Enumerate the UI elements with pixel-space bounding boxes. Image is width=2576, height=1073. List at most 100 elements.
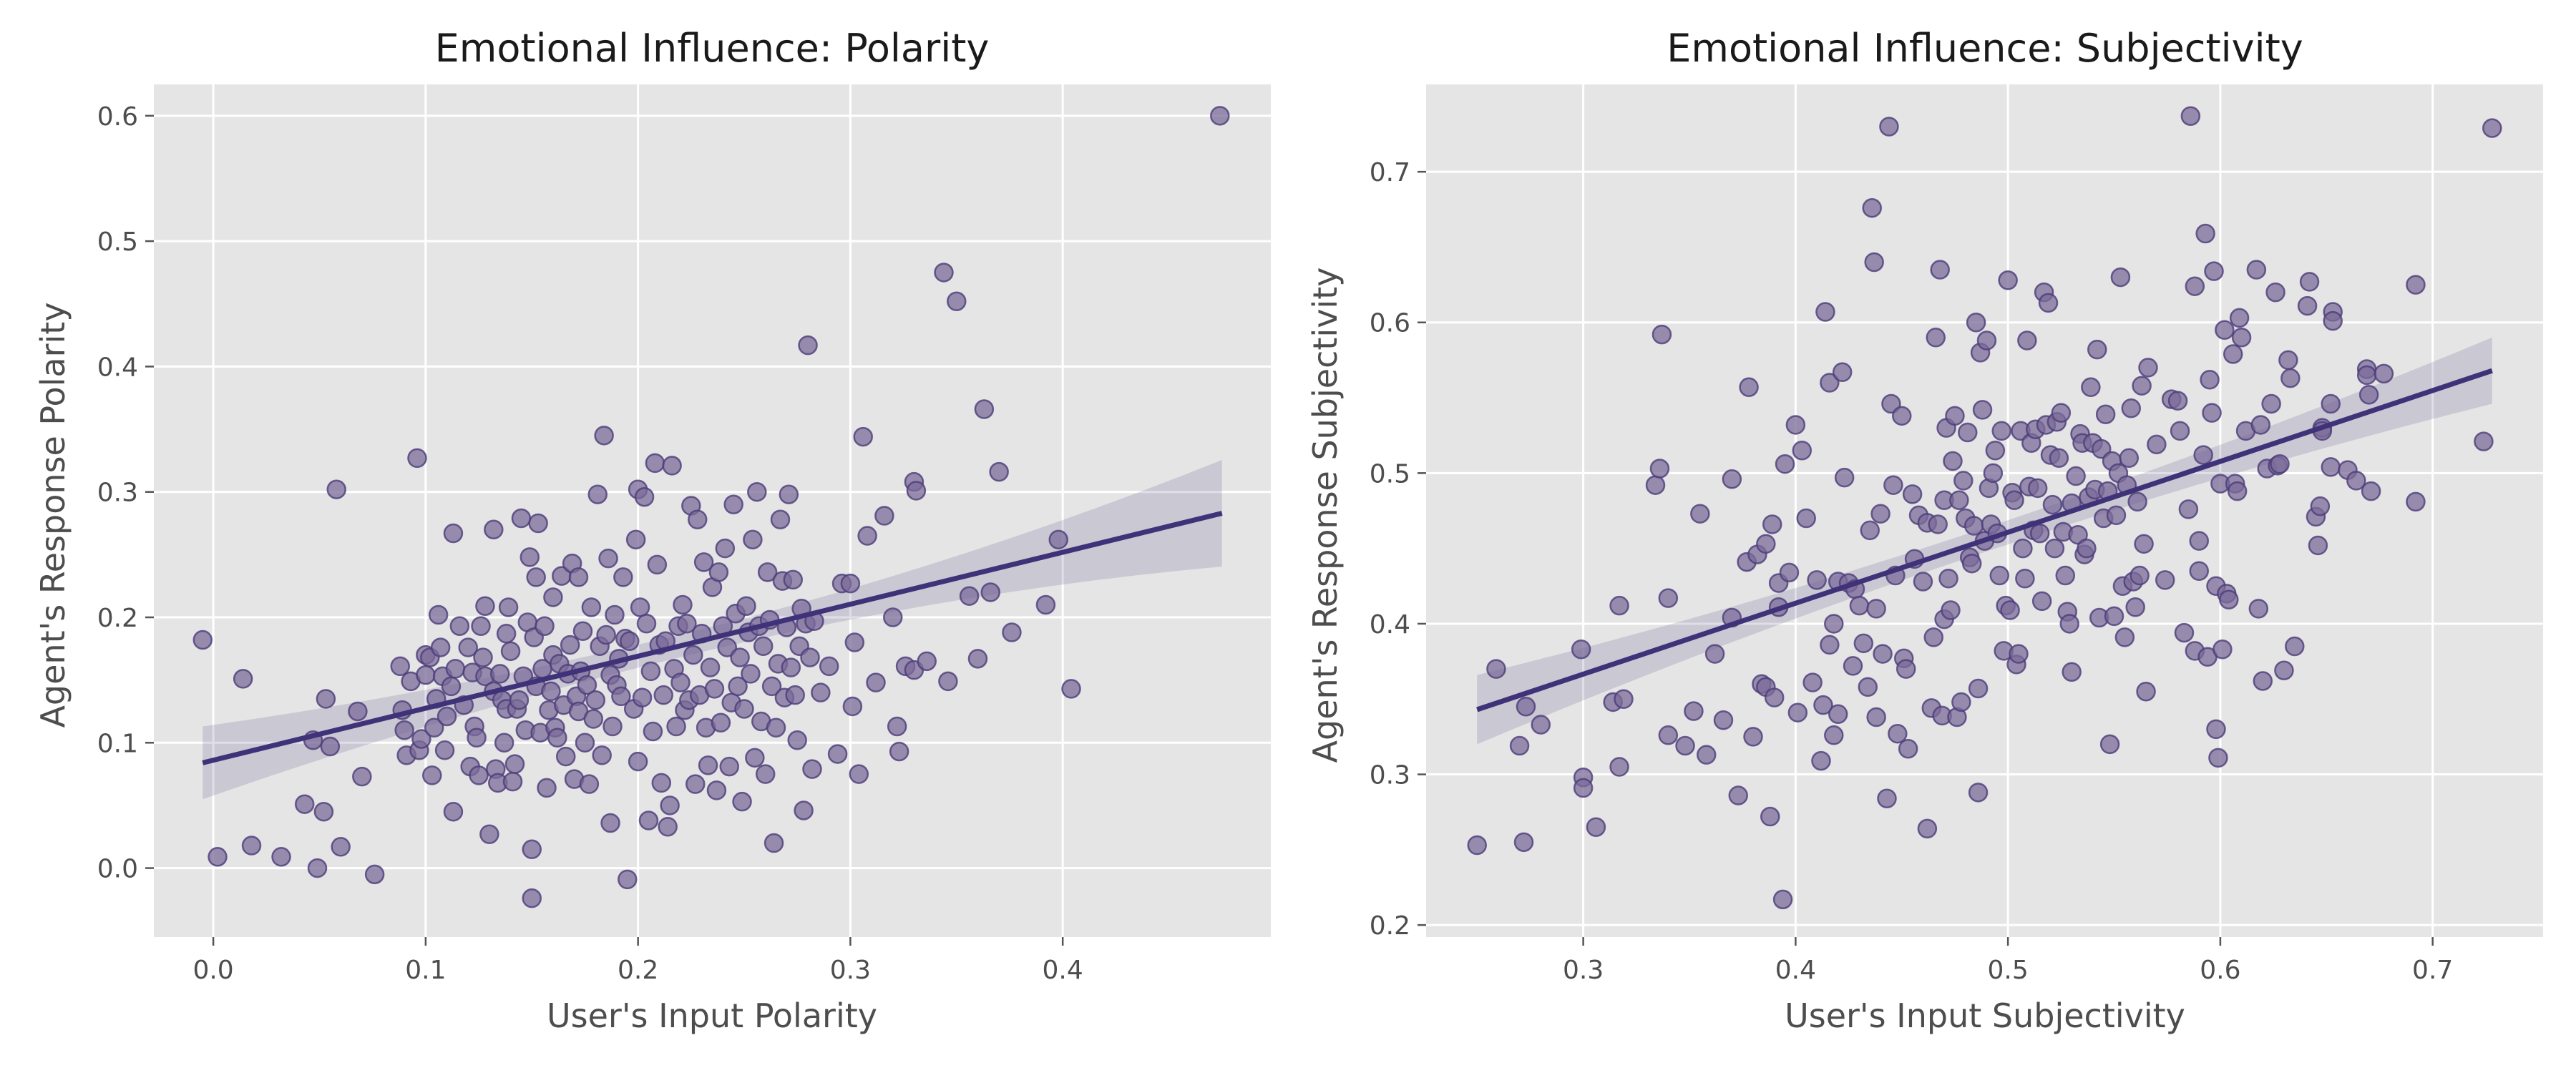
polarity-data-point: [980, 582, 1001, 602]
subjectivity-data-point: [2138, 358, 2158, 378]
subjectivity-data-point: [1923, 627, 1944, 647]
polarity-confidence-band: [203, 460, 1222, 800]
polarity-y-axis-label: Agent's Response Polarity: [34, 302, 72, 727]
polarity-data-point: [471, 616, 491, 637]
subjectivity-data-point: [1739, 377, 1759, 398]
subjectivity-data-point: [1609, 757, 1629, 777]
subjectivity-data-point: [1762, 514, 1782, 534]
polarity-data-point: [541, 681, 561, 702]
subjectivity-data-point: [1486, 659, 1506, 679]
subjectivity-data-point: [2099, 734, 2120, 755]
subjectivity-data-point: [1467, 835, 1487, 856]
polarity-data-point: [628, 751, 648, 772]
subjectivity-data-point: [1722, 469, 1742, 489]
polarity-data-point: [874, 506, 894, 526]
subjectivity-data-point: [2017, 330, 2037, 351]
subjectivity-data-point: [2297, 295, 2318, 316]
subjectivity-data-point: [1860, 520, 1880, 541]
polarity-data-point: [1048, 529, 1068, 550]
polarity-data-point: [781, 657, 801, 677]
subjectivity-data-point: [1743, 727, 1763, 747]
polarity-data-point: [770, 509, 791, 530]
subjectivity-data-point: [1824, 725, 1844, 745]
subjectivity-data-point: [1820, 635, 1840, 655]
polarity-data-point: [783, 569, 804, 590]
subjectivity-data-point: [2015, 569, 2035, 589]
subjectivity-data-point: [2193, 445, 2213, 465]
subjectivity-data-point: [2049, 448, 2069, 469]
polarity-data-point: [677, 614, 697, 634]
subjectivity-data-point: [2250, 415, 2271, 435]
polarity-data-point: [424, 717, 444, 738]
subjectivity-data-point: [1828, 704, 1848, 725]
subjectivity-data-point: [1866, 707, 1886, 727]
subjectivity-data-point: [1849, 595, 1870, 616]
subjectivity-data-point: [2106, 505, 2127, 526]
subjectivity-data-point: [2031, 591, 2052, 612]
subjectivity-data-point: [1862, 197, 1882, 218]
polarity-data-point: [700, 657, 721, 677]
subjectivity-data-point: [1892, 406, 1912, 426]
subjectivity-data-point: [1853, 633, 1874, 654]
subjectivity-data-point: [2278, 350, 2298, 371]
subjectivity-y-tick-label: 0.2: [1370, 911, 1410, 941]
polarity-data-point: [522, 888, 542, 908]
polarity-data-point: [849, 764, 869, 784]
subjectivity-data-point: [2095, 404, 2116, 424]
polarity-data-point: [316, 689, 336, 709]
polarity-data-point: [519, 547, 540, 567]
subjectivity-data-point: [2373, 363, 2394, 384]
subjectivity-data-point: [2044, 538, 2065, 559]
polarity-data-point: [761, 676, 782, 697]
polarity-data-point: [747, 481, 767, 502]
subjectivity-data-point: [1858, 677, 1878, 697]
polarity-x-tick-label: 0.0: [192, 956, 233, 985]
polarity-data-point: [560, 635, 580, 655]
subjectivity-data-point: [1888, 723, 1908, 744]
subjectivity-data-point: [1675, 735, 1695, 756]
polarity-data-point: [611, 686, 631, 707]
polarity-data-point: [844, 632, 865, 652]
subjectivity-data-point: [2174, 622, 2195, 643]
subjectivity-y-axis-label: Agent's Response Subjectivity: [1306, 268, 1345, 763]
polarity-data-point: [757, 562, 778, 582]
subjectivity-data-point: [2155, 570, 2175, 590]
polarity-data-point: [390, 656, 411, 677]
subjectivity-data-point: [2212, 640, 2233, 660]
subjectivity-panel: 0.3 0.4 0.5 0.6 0.7 0.2 0.3 0.4 0.5 0.6 0.7 Emotion…: [1306, 26, 2543, 1035]
subjectivity-data-point: [2129, 565, 2150, 586]
subjectivity-data-point: [2185, 276, 2205, 296]
subjectivity-data-point: [2208, 748, 2228, 768]
subjectivity-data-point: [1658, 725, 1679, 745]
subjectivity-data-point: [2167, 391, 2188, 411]
subjectivity-data-point: [1796, 508, 1816, 529]
polarity-data-point: [394, 720, 414, 740]
subjectivity-data-point: [1658, 588, 1679, 608]
subjectivity-data-point: [1968, 783, 1989, 803]
subjectivity-data-point: [2038, 293, 2059, 313]
subjectivity-data-point: [1879, 117, 1899, 137]
subjectivity-data-point: [2059, 614, 2079, 634]
polarity-y-tick-label: 0.2: [97, 604, 138, 633]
subjectivity-data-point: [2346, 471, 2366, 491]
polarity-data-point: [643, 721, 663, 742]
polarity-data-point: [706, 780, 727, 800]
polarity-data-point: [596, 624, 616, 645]
subjectivity-data-point: [1696, 745, 1717, 765]
subjectivity-data-point: [2136, 681, 2156, 702]
subjectivity-y-tick-label: 0.7: [1370, 158, 1410, 187]
subjectivity-data-point: [1704, 644, 1725, 664]
polarity-data-point: [917, 651, 937, 672]
polarity-data-point: [535, 616, 555, 637]
polarity-data-point: [467, 727, 487, 748]
polarity-data-point: [934, 263, 954, 283]
subjectivity-data-point: [1815, 302, 1835, 322]
subjectivity-data-point: [1870, 504, 1890, 524]
subjectivity-data-point: [1649, 459, 1670, 479]
polarity-data-point: [819, 656, 839, 677]
polarity-data-point: [889, 741, 909, 762]
subjectivity-data-point: [1902, 484, 1923, 504]
polarity-data-point: [645, 453, 665, 474]
polarity-data-point: [766, 717, 786, 738]
subjectivity-data-point: [1873, 644, 1893, 664]
